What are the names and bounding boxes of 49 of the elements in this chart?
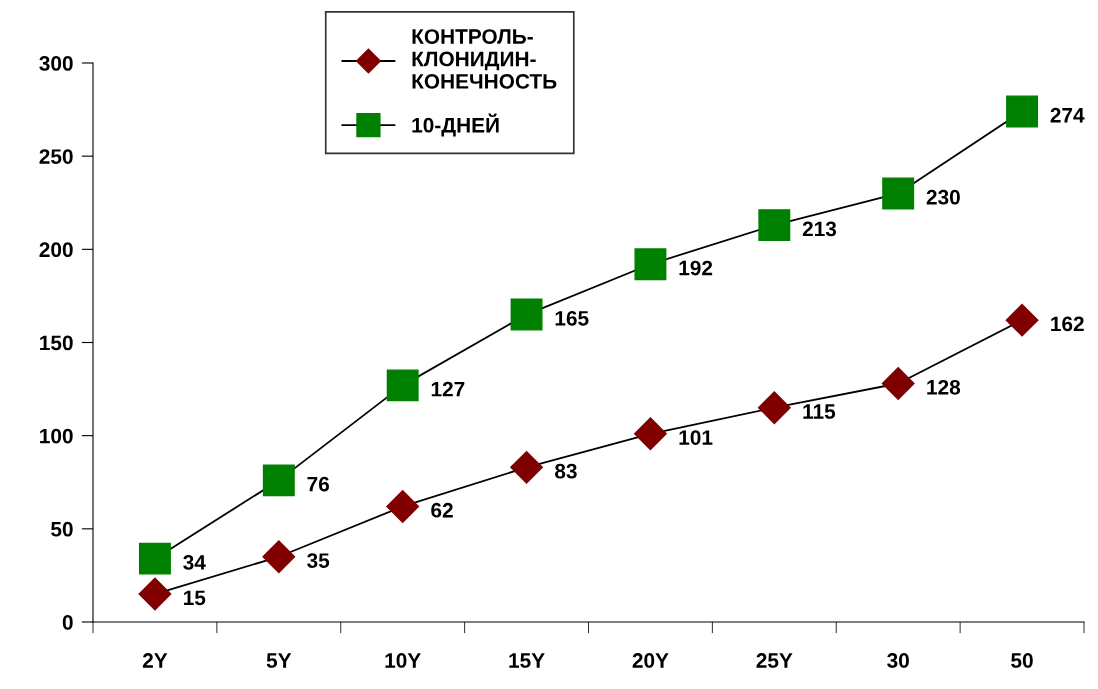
data-label: 76 — [307, 476, 330, 492]
point — [882, 177, 915, 210]
x-tick-label: 20Y — [632, 653, 669, 668]
x-tick-label: 2Y — [142, 653, 168, 668]
data-label: 274 — [1050, 107, 1085, 123]
point — [138, 542, 171, 575]
data-label: 165 — [555, 310, 589, 326]
y-tick-label: 250 — [39, 149, 73, 164]
data-label: 128 — [927, 379, 961, 395]
point — [262, 540, 296, 574]
data-label: 83 — [555, 463, 577, 479]
data-label: 101 — [679, 430, 713, 445]
y-tick-label: 300 — [39, 56, 73, 71]
data-label: 15 — [184, 590, 206, 606]
x-tick-label: 25Y — [756, 653, 793, 668]
y-tick-label: 150 — [40, 335, 73, 351]
y-tick-label: 50 — [51, 521, 73, 537]
data-label: 127 — [431, 381, 465, 397]
data-label: 213 — [802, 221, 837, 237]
point — [1005, 303, 1039, 337]
point — [1006, 95, 1039, 128]
x-tick-label: 50 — [1011, 653, 1033, 668]
data-label: 230 — [926, 189, 960, 205]
point — [262, 464, 295, 497]
point — [386, 369, 419, 402]
point — [758, 209, 791, 242]
data-label: 115 — [803, 404, 836, 419]
data-label: 162 — [1051, 316, 1084, 332]
data-label: 192 — [679, 260, 713, 276]
point — [634, 248, 667, 281]
point — [138, 577, 172, 611]
data-label: 34 — [183, 555, 206, 570]
y-tick-label: 0 — [62, 615, 73, 630]
x-tick-label: 5Y — [266, 653, 292, 668]
point — [634, 417, 667, 451]
x-tick-label: 15Y — [509, 653, 545, 668]
y-tick-label: 200 — [39, 242, 73, 258]
legend-label: 10-ДНЕЙ — [412, 113, 499, 137]
point — [510, 450, 543, 484]
x-tick-label: 30 — [887, 653, 909, 668]
legend-label: КОНТРОЛЬ- КЛОНИДИН- КОНЕЧНОСТЬ — [412, 29, 557, 89]
data-label: 35 — [307, 553, 330, 568]
point — [881, 367, 915, 400]
point — [510, 298, 543, 331]
point — [386, 490, 420, 523]
point — [757, 391, 791, 425]
data-label: 62 — [431, 502, 453, 518]
y-tick-label: 100 — [40, 428, 73, 444]
x-tick-label: 10Y — [385, 653, 421, 668]
